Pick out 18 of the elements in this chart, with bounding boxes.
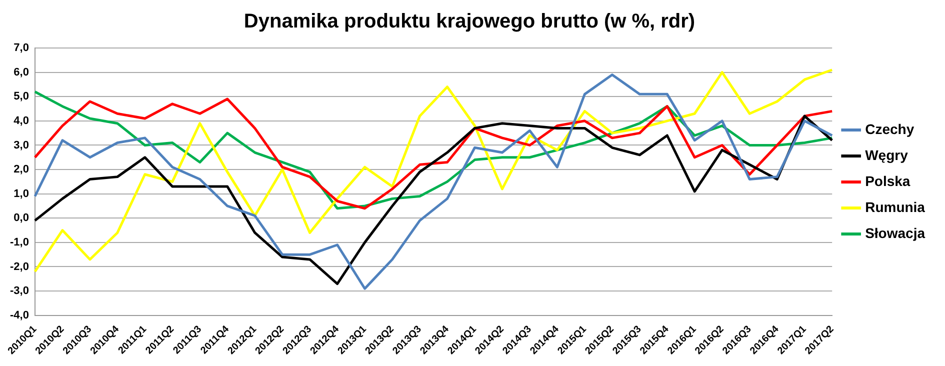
legend-label: Polska bbox=[865, 172, 910, 189]
y-tick-label: -2,0 bbox=[10, 260, 29, 273]
legend-label: Czechy bbox=[865, 120, 914, 137]
legend-label: Węgry bbox=[865, 146, 908, 163]
y-tick-label: 0,0 bbox=[14, 212, 29, 224]
y-tick-label: -1,0 bbox=[10, 236, 29, 248]
y-tick-label: -4,0 bbox=[10, 309, 29, 322]
y-tick-label: 1,0 bbox=[14, 188, 29, 200]
y-tick-label: -3,0 bbox=[10, 285, 29, 298]
chart-title: Dynamika produktu krajowego brutto (w %, rdr) bbox=[244, 10, 696, 33]
legend-label: Słowacja bbox=[865, 224, 926, 241]
y-tick-label: 2,0 bbox=[14, 164, 29, 176]
y-tick-label: 6,0 bbox=[14, 66, 29, 78]
legend-label: Rumunia bbox=[865, 198, 926, 215]
y-tick-label: 7,0 bbox=[14, 42, 29, 54]
y-tick-label: 5,0 bbox=[14, 90, 29, 103]
y-tick-label: 4,0 bbox=[14, 114, 29, 127]
y-tick-label: 3,0 bbox=[14, 139, 29, 152]
